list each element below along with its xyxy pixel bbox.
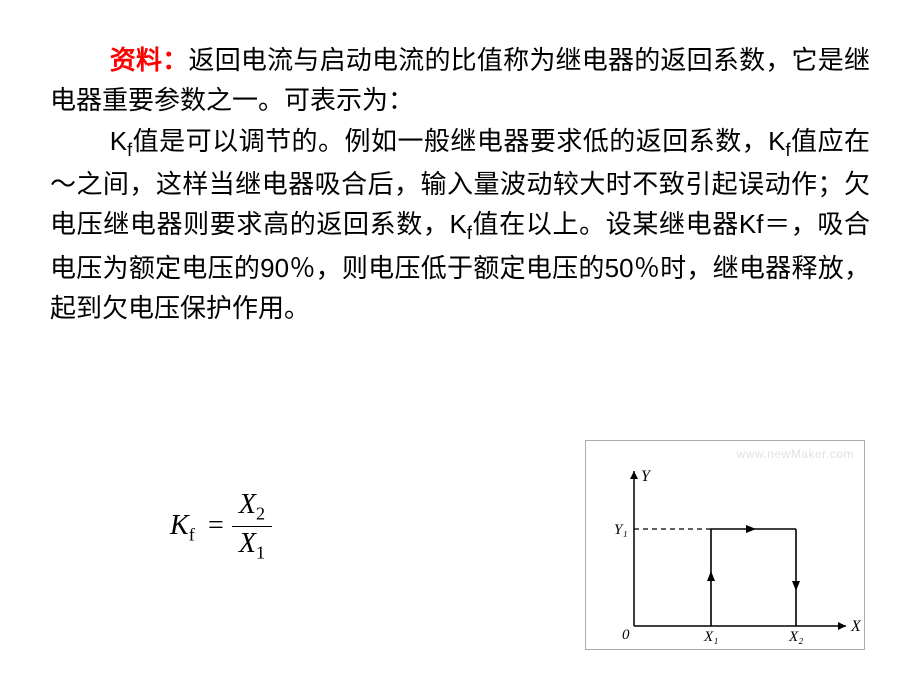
lhs-sub: f [189,525,195,545]
formula-den: X1 [232,527,272,563]
num-main: X [239,489,256,520]
x-axis-arrow [838,622,846,630]
y-label: Y [641,468,652,485]
formula-num: X2 [232,490,272,527]
slide-content: 资料：返回电流与启动电流的比值称为继电器的返回系数，它是继电器重要参数之一。可表… [0,0,920,328]
x-label: X [850,618,862,635]
arrow-up-left [707,571,715,581]
hysteresis-diagram: www.newMaker.com Y X Y₁ X₁ X₂ 0 [585,440,865,650]
diagram-svg: Y X Y₁ X₁ X₂ 0 [586,441,866,651]
y-axis-arrow [630,471,638,479]
x1-label: X₁ [703,629,718,645]
watermark-text: www.newMaker.com [737,447,854,461]
formula-fraction: X2 X1 [232,490,272,562]
den-main: X [239,528,256,559]
formula-eq: = [208,510,224,542]
p2a: K [110,126,127,156]
paragraph-2: Kf值是可以调节的。例如一般继电器要求低的返回系数，Kf值应在～之间，这样当继电… [50,121,870,329]
formula-lhs: Kf [170,510,195,546]
paragraph-1: 资料：返回电流与启动电流的比值称为继电器的返回系数，它是继电器重要参数之一。可表… [50,40,870,121]
x2-label: X₂ [788,629,803,645]
p2b: 值是可以调节的。例如一般继电器要求低的返回系数，K [132,126,785,156]
lhs-main: K [170,510,189,541]
arrow-right-top [746,525,756,533]
den-sub: 1 [256,542,265,562]
y1-label: Y₁ [614,522,628,538]
origin-label: 0 [622,627,630,643]
arrow-down-right [792,581,800,591]
label-ziliao: 资料： [110,45,189,75]
num-sub: 2 [256,504,265,524]
